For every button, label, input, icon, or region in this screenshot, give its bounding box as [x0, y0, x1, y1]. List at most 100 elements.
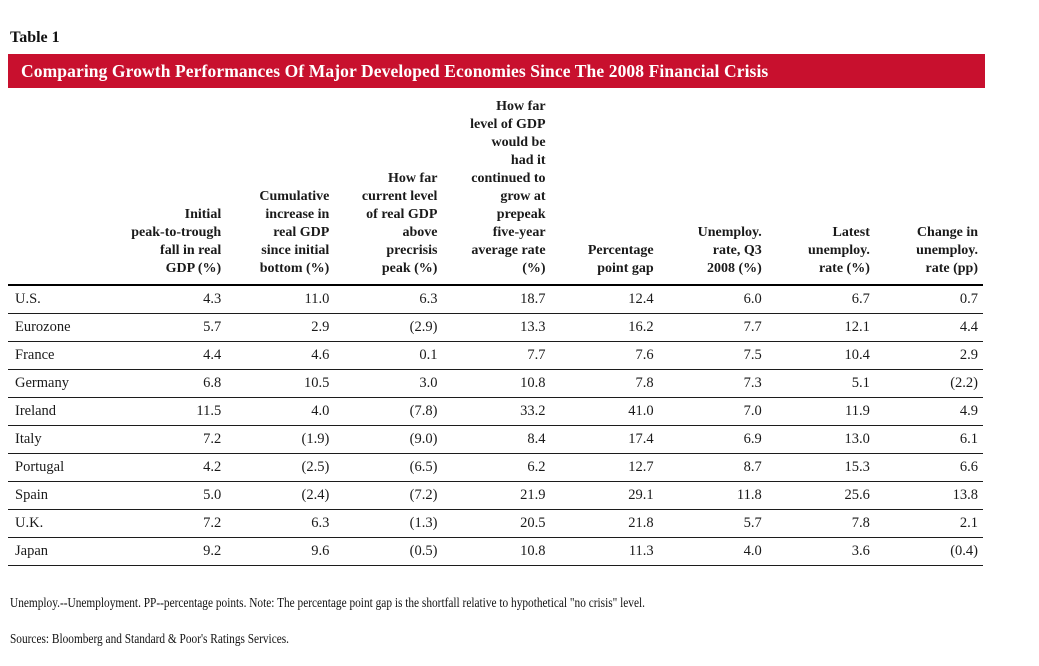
- cell: 2.9: [874, 341, 983, 370]
- cell: 11.5: [118, 397, 227, 426]
- cell: 8.4: [442, 425, 551, 454]
- cell: 9.6: [226, 537, 335, 566]
- cell: 2.1: [874, 509, 983, 538]
- cell: 3.6: [766, 537, 875, 566]
- row-label: U.K.: [8, 509, 119, 538]
- cell: 25.6: [766, 481, 875, 510]
- column-header-percentage-point-gap: Percentage point gap: [550, 88, 659, 286]
- cell: (0.5): [334, 537, 443, 566]
- cell: (0.4): [874, 537, 983, 566]
- column-header-peak-to-trough: Initial peak-to-trough fall in real GDP …: [118, 88, 227, 286]
- cell: 7.3: [658, 369, 767, 398]
- cell: (1.9): [226, 425, 335, 454]
- table-row-us: U.S. 4.3 11.0 6.3 18.7 12.4 6.0 6.7 0.7: [8, 285, 983, 314]
- cell: 12.4: [550, 285, 659, 314]
- row-label: Eurozone: [8, 313, 119, 342]
- row-label: U.S.: [8, 285, 119, 314]
- cell: 7.0: [658, 397, 767, 426]
- table-title: Comparing Growth Performances Of Major D…: [21, 60, 769, 81]
- row-label: Ireland: [8, 397, 119, 426]
- cell: 18.7: [442, 285, 551, 314]
- cell: 41.0: [550, 397, 659, 426]
- cell: 6.9: [658, 425, 767, 454]
- cell: 6.3: [226, 509, 335, 538]
- cell: 6.8: [118, 369, 227, 398]
- cell: 20.5: [442, 509, 551, 538]
- row-label: France: [8, 341, 119, 370]
- cell: (1.3): [334, 509, 443, 538]
- cell: 17.4: [550, 425, 659, 454]
- cell: 8.7: [658, 453, 767, 482]
- cell: 4.2: [118, 453, 227, 482]
- column-header-above-precrisis-peak: How far current level of real GDP above …: [334, 88, 443, 286]
- row-label: Portugal: [8, 453, 119, 482]
- cell: (9.0): [334, 425, 443, 454]
- column-header-hypothetical-level: How far level of GDP would be had it con…: [442, 88, 551, 286]
- cell: 13.3: [442, 313, 551, 342]
- cell: 10.5: [226, 369, 335, 398]
- cell: 6.3: [334, 285, 443, 314]
- cell: 6.1: [874, 425, 983, 454]
- row-label: Italy: [8, 425, 119, 454]
- cell: (2.9): [334, 313, 443, 342]
- cell: 4.0: [658, 537, 767, 566]
- column-header-country: [8, 88, 119, 286]
- table-row-japan: Japan 9.2 9.6 (0.5) 10.8 11.3 4.0 3.6 (0…: [8, 537, 983, 566]
- row-label: Germany: [8, 369, 119, 398]
- cell: 13.0: [766, 425, 875, 454]
- cell: 7.5: [658, 341, 767, 370]
- cell: 11.0: [226, 285, 335, 314]
- cell: 13.8: [874, 481, 983, 510]
- table-row-ireland: Ireland 11.5 4.0 (7.8) 33.2 41.0 7.0 11.…: [8, 397, 983, 426]
- header-row: Initial peak-to-trough fall in real GDP …: [8, 88, 983, 286]
- cell: 33.2: [442, 397, 551, 426]
- cell: 4.9: [874, 397, 983, 426]
- table-title-bar: Comparing Growth Performances Of Major D…: [8, 54, 985, 88]
- cell: 4.0: [226, 397, 335, 426]
- cell: 11.9: [766, 397, 875, 426]
- column-header-change-unemployment: Change in unemploy. rate (pp): [874, 88, 983, 286]
- cell: 7.6: [550, 341, 659, 370]
- table-label: Table 1: [10, 29, 60, 46]
- cell: 10.4: [766, 341, 875, 370]
- table-row-italy: Italy 7.2 (1.9) (9.0) 8.4 17.4 6.9 13.0 …: [8, 425, 983, 454]
- cell: 21.9: [442, 481, 551, 510]
- cell: 6.7: [766, 285, 875, 314]
- column-header-latest-unemployment: Latest unemploy. rate (%): [766, 88, 875, 286]
- table-row-france: France 4.4 4.6 0.1 7.7 7.6 7.5 10.4 2.9: [8, 341, 983, 370]
- cell: 10.8: [442, 369, 551, 398]
- cell: 16.2: [550, 313, 659, 342]
- cell: 7.7: [658, 313, 767, 342]
- cell: 7.8: [766, 509, 875, 538]
- cell: (7.8): [334, 397, 443, 426]
- cell: (2.5): [226, 453, 335, 482]
- table-row-uk: U.K. 7.2 6.3 (1.3) 20.5 21.8 5.7 7.8 2.1: [8, 509, 983, 538]
- cell: 4.4: [874, 313, 983, 342]
- cell: 4.3: [118, 285, 227, 314]
- cell: (2.2): [874, 369, 983, 398]
- cell: 7.2: [118, 509, 227, 538]
- footnote-definitions: Unemploy.--Unemployment. PP--percentage …: [10, 595, 646, 610]
- column-header-cumulative-increase: Cumulative increase in real GDP since in…: [226, 88, 335, 286]
- cell: 21.8: [550, 509, 659, 538]
- row-label: Japan: [8, 537, 119, 566]
- footnote-sources: Sources: Bloomberg and Standard & Poor's…: [10, 631, 290, 646]
- cell: 2.9: [226, 313, 335, 342]
- cell: 6.2: [442, 453, 551, 482]
- cell: 6.6: [874, 453, 983, 482]
- cell: 11.3: [550, 537, 659, 566]
- cell: 7.2: [118, 425, 227, 454]
- cell: 7.8: [550, 369, 659, 398]
- cell: 5.7: [658, 509, 767, 538]
- table-header: Initial peak-to-trough fall in real GDP …: [8, 88, 983, 286]
- cell: 9.2: [118, 537, 227, 566]
- cell: 4.4: [118, 341, 227, 370]
- cell: 5.1: [766, 369, 875, 398]
- cell: 4.6: [226, 341, 335, 370]
- cell: 7.7: [442, 341, 551, 370]
- cell: 29.1: [550, 481, 659, 510]
- table-row-portugal: Portugal 4.2 (2.5) (6.5) 6.2 12.7 8.7 15…: [8, 453, 983, 482]
- cell: 3.0: [334, 369, 443, 398]
- cell: 5.7: [118, 313, 227, 342]
- cell: 12.7: [550, 453, 659, 482]
